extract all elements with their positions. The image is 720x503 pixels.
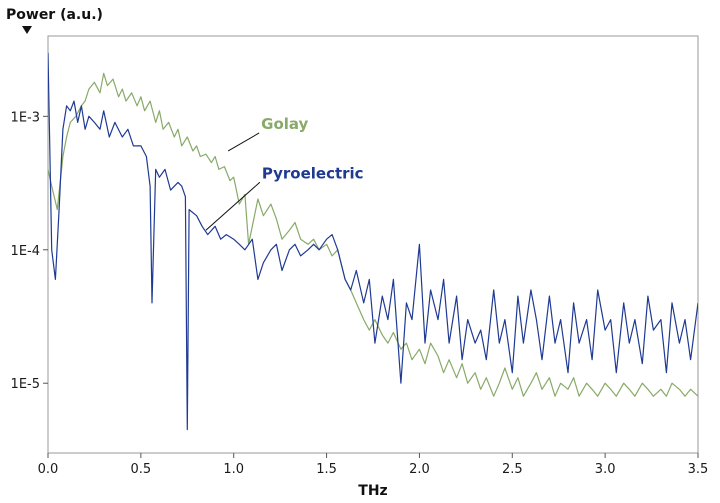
labels-layer: Golay Pyroelectric <box>205 115 364 231</box>
series-line-pyroelectric <box>48 52 698 431</box>
ticks-layer: 0.0 0.5 1.0 1.5 2.0 2.5 3.0 3.5 1E-5 1E-4 1E-3 <box>11 110 709 477</box>
x-tick-label: 2.0 <box>409 462 430 477</box>
series-label-pyroelectric: Pyroelectric <box>262 164 364 182</box>
x-tick-label: 2.5 <box>502 462 523 477</box>
x-tick-label: 0.5 <box>131 462 152 477</box>
y-tick-label: 1E-3 <box>11 110 40 125</box>
x-tick-label: 3.5 <box>688 462 709 477</box>
plot-area <box>47 35 699 454</box>
x-axis-title: THz <box>358 483 387 499</box>
x-tick-label: 1.5 <box>316 462 337 477</box>
y-tick-label: 1E-4 <box>11 244 40 259</box>
y-axis-title: Power (a.u.) <box>6 7 103 23</box>
x-tick-label: 0.0 <box>38 462 59 477</box>
series-layer <box>48 52 698 431</box>
x-tick-label: 1.0 <box>223 462 244 477</box>
series-label-golay: Golay <box>261 115 308 133</box>
x-tick-label: 3.0 <box>595 462 616 477</box>
series-label-leader <box>227 132 260 152</box>
series-label-leader <box>205 181 261 231</box>
y-axis-arrow-icon <box>22 26 32 34</box>
y-tick-label: 1E-5 <box>11 377 40 392</box>
